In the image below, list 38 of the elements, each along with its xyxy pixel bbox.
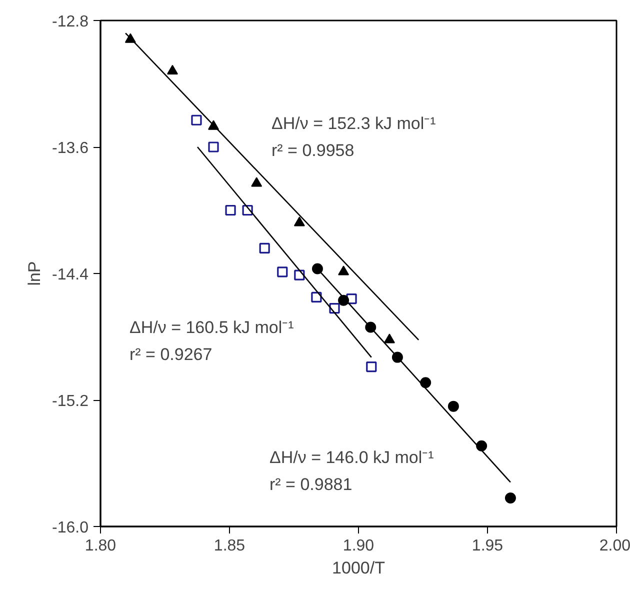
x-tick-label: 2.00: [599, 538, 630, 554]
y-tick-label: -14.4: [52, 266, 89, 284]
point: [329, 302, 340, 314]
x-tick-label: 1.95: [472, 538, 504, 554]
x-tick-label: 1.85: [214, 538, 246, 554]
y-tick-label: -13.6: [52, 140, 89, 157]
point: [166, 64, 178, 74]
point: [259, 242, 270, 254]
annotation: r² = 0.9958: [272, 141, 354, 160]
point: [191, 114, 202, 126]
point: [311, 292, 322, 303]
x-axis-title: 1000/T: [332, 558, 385, 578]
annotation: ΔH/ν = 152.3 kJ mol⁻¹: [272, 114, 436, 133]
point: [504, 492, 516, 504]
point: [225, 204, 236, 216]
point: [208, 142, 219, 152]
point: [312, 263, 323, 274]
point: [366, 361, 377, 372]
point: [242, 204, 253, 216]
point: [338, 266, 350, 276]
y-axis-title: lnP: [25, 261, 44, 286]
y-tick-label: -12.8: [52, 14, 89, 30]
point: [294, 270, 305, 280]
point: [251, 177, 262, 187]
point: [420, 377, 432, 388]
y-tick-label: -16.0: [52, 520, 89, 536]
y-tick-label: -15.2: [52, 393, 89, 410]
annotation: r² = 0.9267: [130, 345, 212, 364]
point: [277, 266, 288, 278]
x-tick-label: 1.80: [84, 538, 116, 554]
point: [294, 216, 305, 226]
annotation: ΔH/ν = 160.5 kJ mol⁻¹: [130, 318, 294, 337]
annotation: ΔH/ν = 146.0 kJ mol⁻¹: [270, 448, 434, 467]
point: [448, 400, 459, 412]
point: [346, 294, 357, 304]
point: [384, 334, 395, 344]
x-tick-label: 1.90: [342, 538, 374, 554]
annotation: r² = 0.9881: [270, 475, 352, 494]
